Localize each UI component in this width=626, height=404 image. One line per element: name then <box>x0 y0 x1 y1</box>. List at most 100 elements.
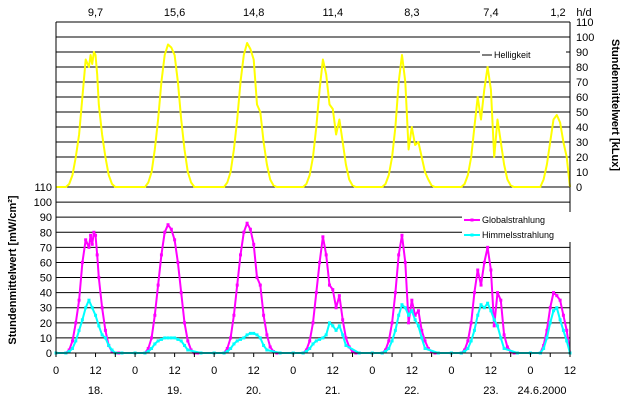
data-point-himmelsstrahlung <box>153 342 157 346</box>
top-y-tick-label: 20 <box>576 152 588 164</box>
bottom-legend-box <box>462 212 572 242</box>
x-hour-tick-label: 12 <box>248 365 260 377</box>
data-point-globalstrahlung <box>311 321 315 325</box>
data-point-himmelsstrahlung <box>308 346 312 350</box>
data-point-himmelsstrahlung <box>403 306 407 310</box>
daylight-hours-label: 9,7 <box>88 7 103 19</box>
bottom-y-tick-label: 30 <box>40 303 52 315</box>
data-point-globalstrahlung <box>492 324 496 328</box>
top-y-tick-label: 100 <box>576 32 594 44</box>
data-point-himmelsstrahlung <box>410 309 414 313</box>
bottom-y-tick-label: 60 <box>40 257 52 269</box>
series-line-helligkeit <box>56 42 571 188</box>
daylight-hours-label: 7,4 <box>483 7 498 19</box>
data-point-globalstrahlung <box>94 233 98 237</box>
data-point-globalstrahlung <box>239 253 243 257</box>
data-point-himmelsstrahlung <box>103 336 107 340</box>
data-point-globalstrahlung <box>229 336 233 340</box>
data-point-globalstrahlung <box>248 227 252 231</box>
series-line-globalstrahlung <box>56 222 571 354</box>
data-point-globalstrahlung <box>156 283 160 287</box>
x-hour-tick-label: 0 <box>132 365 138 377</box>
data-point-himmelsstrahlung <box>472 328 476 332</box>
bottom-y-tick-label: 70 <box>40 242 52 254</box>
data-point-himmelsstrahlung <box>558 318 562 322</box>
data-point-himmelsstrahlung <box>252 331 256 335</box>
data-point-himmelsstrahlung <box>77 328 81 332</box>
data-point-himmelsstrahlung <box>337 324 341 328</box>
data-point-himmelsstrahlung <box>94 313 98 317</box>
data-point-himmelsstrahlung <box>542 346 546 350</box>
data-point-himmelsstrahlung <box>67 349 71 353</box>
top-y-tick-label: 0 <box>576 182 582 194</box>
data-point-himmelsstrahlung <box>84 306 88 310</box>
data-point-himmelsstrahlung <box>318 337 322 341</box>
data-point-globalstrahlung <box>146 346 150 350</box>
data-point-globalstrahlung <box>555 294 559 298</box>
data-point-globalstrahlung <box>179 291 183 295</box>
data-point-himmelsstrahlung <box>186 348 190 352</box>
data-point-globalstrahlung <box>505 345 509 349</box>
data-point-globalstrahlung <box>74 321 78 325</box>
daylight-hours-label: 1,2 <box>550 7 565 19</box>
legend-label-globalstrahlung: Globalstrahlung <box>482 215 545 225</box>
data-point-himmelsstrahlung <box>489 309 493 313</box>
daylight-hours-label: 15,6 <box>164 7 185 19</box>
data-point-globalstrahlung <box>400 233 404 237</box>
data-point-himmelsstrahlung <box>235 339 239 343</box>
daylight-hours-label: 14,8 <box>243 7 264 19</box>
data-point-globalstrahlung <box>163 230 167 234</box>
bottom-y-tick-label: 80 <box>40 227 52 239</box>
data-point-globalstrahlung <box>265 333 269 337</box>
data-point-himmelsstrahlung <box>334 328 338 332</box>
top-y-tick-label: 110 <box>576 17 594 29</box>
data-point-globalstrahlung <box>558 298 562 302</box>
x-hour-tick-label: 12 <box>564 365 576 377</box>
data-point-globalstrahlung <box>341 318 345 322</box>
data-point-himmelsstrahlung <box>555 306 559 310</box>
data-point-himmelsstrahlung <box>304 349 308 353</box>
data-point-globalstrahlung <box>258 283 262 287</box>
data-point-globalstrahlung <box>166 223 170 227</box>
bottom-y-tick-label: 10 <box>40 333 52 345</box>
data-point-globalstrahlung <box>383 348 387 352</box>
bottom-y-tick-label: 0 <box>46 348 52 360</box>
bottom-y-tick-label: 20 <box>40 318 52 330</box>
data-point-globalstrahlung <box>324 253 328 257</box>
data-point-globalstrahlung <box>403 260 407 264</box>
top-y-tick-label: 50 <box>576 107 588 119</box>
data-point-globalstrahlung <box>410 298 414 302</box>
bottom-y-tick-label: 110 <box>34 182 52 194</box>
data-point-globalstrahlung <box>103 328 107 332</box>
legend-marker-himmelsstrahlung <box>470 233 474 237</box>
data-point-himmelsstrahlung <box>344 343 348 347</box>
data-point-himmelsstrahlung <box>390 339 394 343</box>
data-point-himmelsstrahlung <box>87 298 91 302</box>
data-point-himmelsstrahlung <box>311 342 315 346</box>
data-point-globalstrahlung <box>80 260 84 264</box>
data-point-globalstrahlung <box>100 306 104 310</box>
daylight-hours-label: 8,3 <box>404 7 419 19</box>
data-point-globalstrahlung <box>426 346 430 350</box>
data-point-himmelsstrahlung <box>70 346 74 350</box>
legend-marker-globalstrahlung <box>470 218 474 222</box>
x-day-label: 21. <box>325 385 340 397</box>
data-point-himmelsstrahlung <box>163 336 167 340</box>
data-point-globalstrahlung <box>183 321 186 325</box>
data-point-globalstrahlung <box>327 283 331 287</box>
data-point-globalstrahlung <box>407 321 411 325</box>
data-point-himmelsstrahlung <box>166 336 170 340</box>
data-point-himmelsstrahlung <box>469 339 473 343</box>
x-day-label: 19. <box>167 385 182 397</box>
data-point-himmelsstrahlung <box>255 333 259 337</box>
data-point-himmelsstrahlung <box>232 342 236 346</box>
data-point-himmelsstrahlung <box>393 328 397 332</box>
data-point-globalstrahlung <box>393 291 397 295</box>
x-hour-tick-label: 0 <box>527 365 533 377</box>
x-day-label: 18. <box>88 385 103 397</box>
data-point-himmelsstrahlung <box>146 349 150 353</box>
data-point-himmelsstrahlung <box>499 336 503 340</box>
data-point-globalstrahlung <box>232 313 236 317</box>
data-point-globalstrahlung <box>499 298 503 302</box>
data-point-globalstrahlung <box>97 276 101 280</box>
